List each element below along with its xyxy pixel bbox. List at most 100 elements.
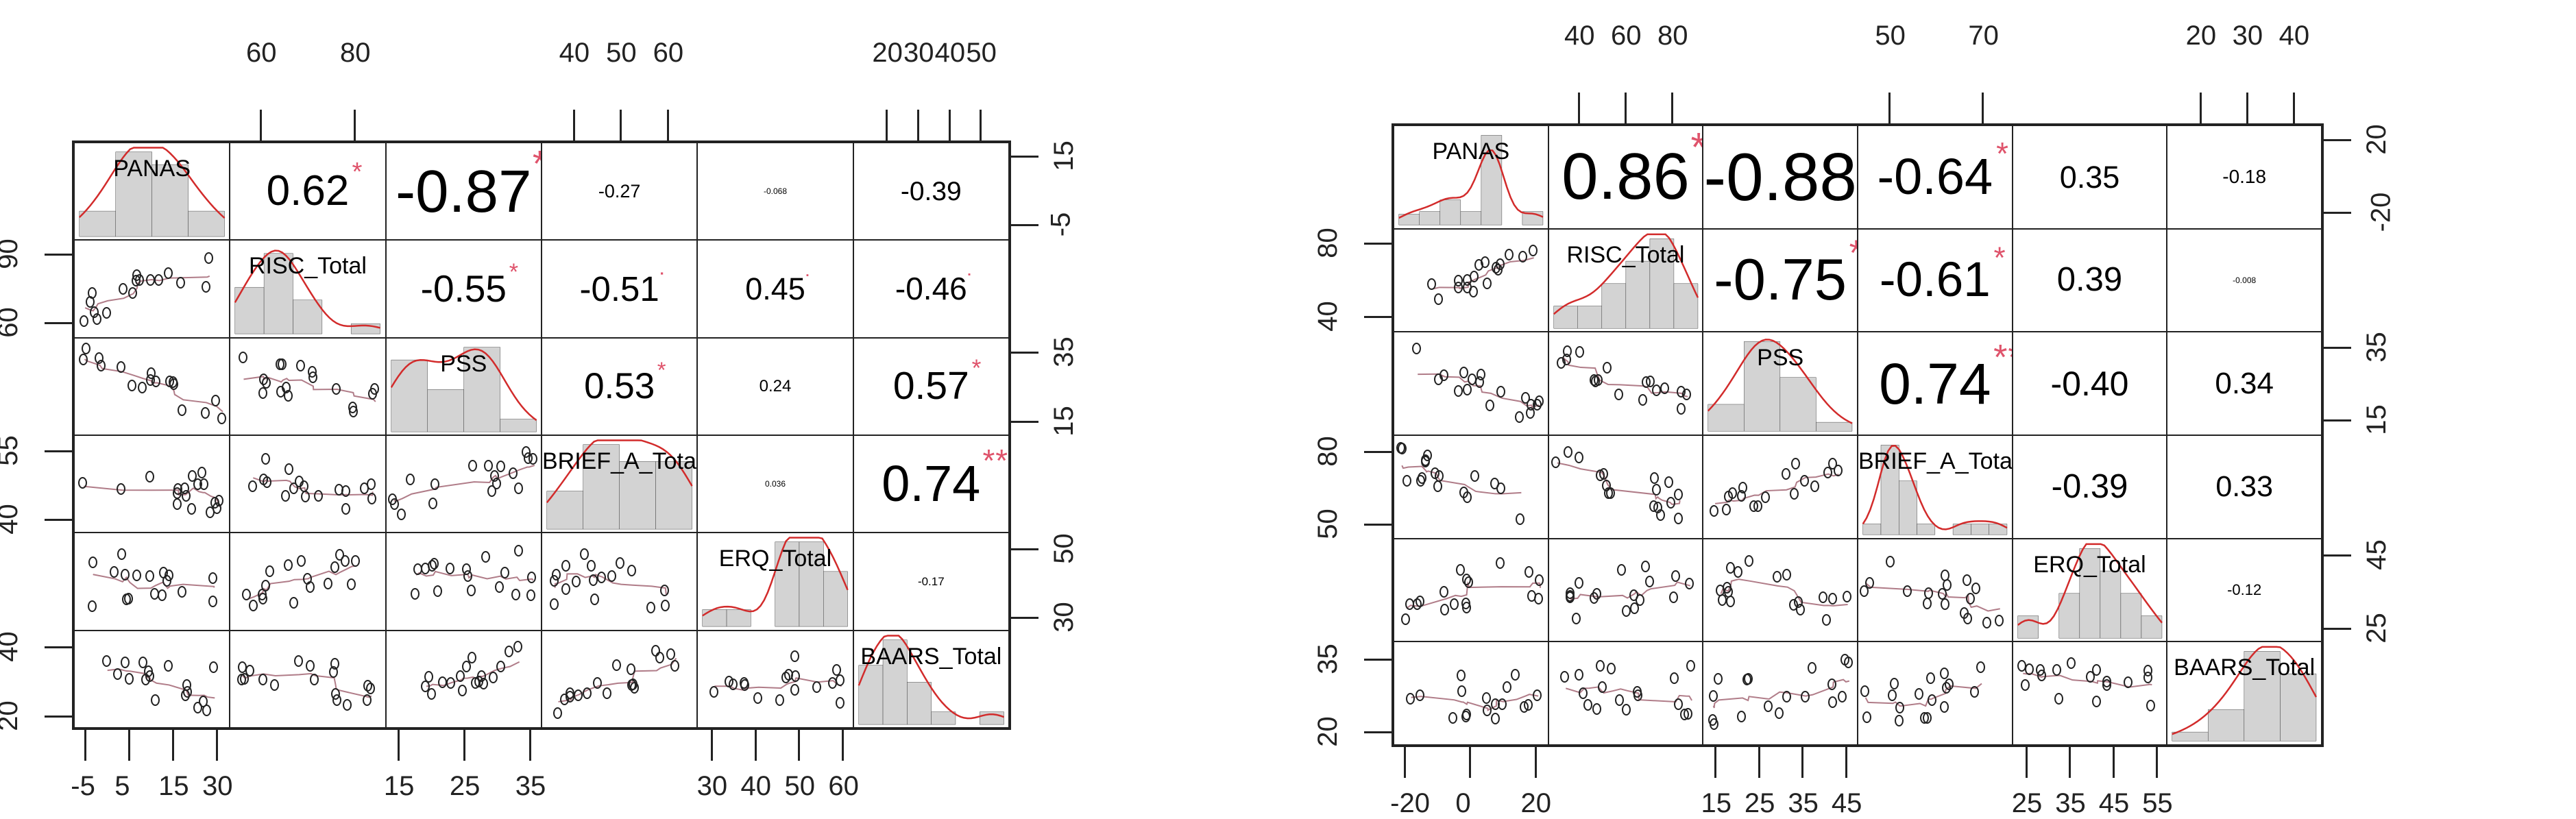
axis-tick xyxy=(666,110,669,140)
correlation-cell: -0.39 xyxy=(2012,435,2167,539)
data-point xyxy=(145,670,154,682)
scatter-cell xyxy=(385,435,542,533)
data-point xyxy=(284,463,294,475)
significance-stars: * xyxy=(1993,241,2006,275)
data-point xyxy=(2102,675,2112,687)
variable-label: BRIEF_A_Total xyxy=(1858,448,2013,474)
data-point xyxy=(1745,555,1754,567)
correlation-value: 0.34 xyxy=(2215,366,2274,400)
data-point xyxy=(118,282,127,295)
data-point xyxy=(1646,376,1655,388)
data-point xyxy=(1592,588,1602,600)
data-point xyxy=(1515,411,1524,423)
data-point xyxy=(1781,467,1790,480)
data-point xyxy=(2143,671,2152,683)
data-point xyxy=(1482,705,1492,717)
data-point xyxy=(145,470,155,482)
bottom-axis-label: 40 xyxy=(740,771,772,801)
data-point xyxy=(437,676,447,689)
left-axis-label: 20 xyxy=(0,700,23,731)
data-point xyxy=(1565,587,1575,599)
axis-tick xyxy=(45,715,72,718)
scatter-cell xyxy=(1703,641,1858,745)
correlation-value: 0.45 ▪ xyxy=(745,271,810,306)
data-point xyxy=(1524,698,1533,711)
scatter-cell xyxy=(1394,641,1548,745)
data-point xyxy=(1461,709,1471,721)
histogram-brief-a-total: BRIEF_A_Total xyxy=(1858,435,2013,539)
bottom-axis-label: 50 xyxy=(784,771,815,801)
data-point xyxy=(433,585,443,597)
data-point xyxy=(587,560,596,572)
data-point xyxy=(342,699,352,711)
axis-tick xyxy=(84,730,87,761)
correlation-value: 0.86*** xyxy=(1562,127,1702,210)
data-point xyxy=(197,466,207,478)
correlation-value-wrap: 0.35 xyxy=(2013,126,2167,228)
significance-stars: *** xyxy=(1691,127,1703,168)
data-point xyxy=(1673,698,1683,711)
histogram-risc-total: RISC_Total xyxy=(1548,228,1703,332)
data-point xyxy=(1454,281,1463,293)
significance-stars: ▪ xyxy=(660,268,664,279)
data-point xyxy=(1433,480,1442,493)
variable-label: ERQ_Total xyxy=(718,546,832,572)
axis-tick xyxy=(1469,747,1472,778)
axis-tick xyxy=(45,253,72,256)
data-point xyxy=(1887,689,1897,702)
data-point xyxy=(1630,602,1640,615)
correlation-value-wrap: -0.75** xyxy=(1703,230,1857,332)
correlation-cell: 0.39 xyxy=(2012,228,2167,332)
data-point xyxy=(1681,388,1691,400)
histogram-pss: PSS xyxy=(1703,332,1858,435)
data-point xyxy=(389,498,399,511)
data-point xyxy=(135,273,145,286)
axis-tick xyxy=(710,730,713,761)
data-point xyxy=(1673,512,1683,524)
data-point xyxy=(552,568,561,580)
correlation-value-wrap: -0.17 xyxy=(854,533,1008,629)
correlation-cell: -0.17 xyxy=(853,533,1009,631)
correlation-value-wrap: 0.45 ▪ xyxy=(698,241,852,337)
data-point xyxy=(1674,489,1684,501)
data-point xyxy=(163,267,173,279)
histogram-baars-total: BAARS_Total xyxy=(2167,641,2322,745)
data-point xyxy=(258,593,268,605)
correlation-value-wrap: 0.34 xyxy=(2167,332,2321,435)
axis-tick xyxy=(2069,747,2071,778)
axis-tick xyxy=(397,730,400,761)
correlation-cell: 0.53 * xyxy=(541,337,698,435)
data-point xyxy=(561,560,571,572)
data-point xyxy=(1616,564,1626,576)
data-point xyxy=(572,575,581,587)
data-point xyxy=(341,485,351,497)
top-axis-label: 30 xyxy=(2232,21,2263,51)
data-point xyxy=(1641,560,1651,572)
significance-stars: ** xyxy=(982,442,1008,478)
data-point xyxy=(1470,270,1479,282)
data-point xyxy=(552,707,562,720)
data-point xyxy=(627,663,636,676)
data-point xyxy=(2020,679,2030,691)
data-point xyxy=(1656,509,1666,522)
data-point xyxy=(1895,701,1904,713)
correlation-cell: -0.64 * xyxy=(1858,125,2013,229)
scatter-cell xyxy=(1858,538,2013,642)
data-point xyxy=(1551,456,1561,469)
data-point xyxy=(1422,449,1432,461)
data-point xyxy=(629,682,639,694)
scatter-cell xyxy=(1548,435,1703,539)
data-point xyxy=(366,683,376,695)
correlation-cell: -0.61 * xyxy=(1858,228,2013,332)
axis-tick xyxy=(45,518,72,521)
data-point xyxy=(430,478,440,491)
top-axis-label: 20 xyxy=(2185,21,2217,51)
correlation-value-wrap: -0.55 * xyxy=(387,241,541,337)
data-point xyxy=(2146,699,2155,711)
data-point xyxy=(1535,574,1544,586)
data-point xyxy=(157,589,167,602)
data-point xyxy=(80,315,89,327)
data-point xyxy=(483,459,493,472)
variable-label: PSS xyxy=(440,350,487,377)
correlation-cell: 0.74** xyxy=(853,435,1009,533)
